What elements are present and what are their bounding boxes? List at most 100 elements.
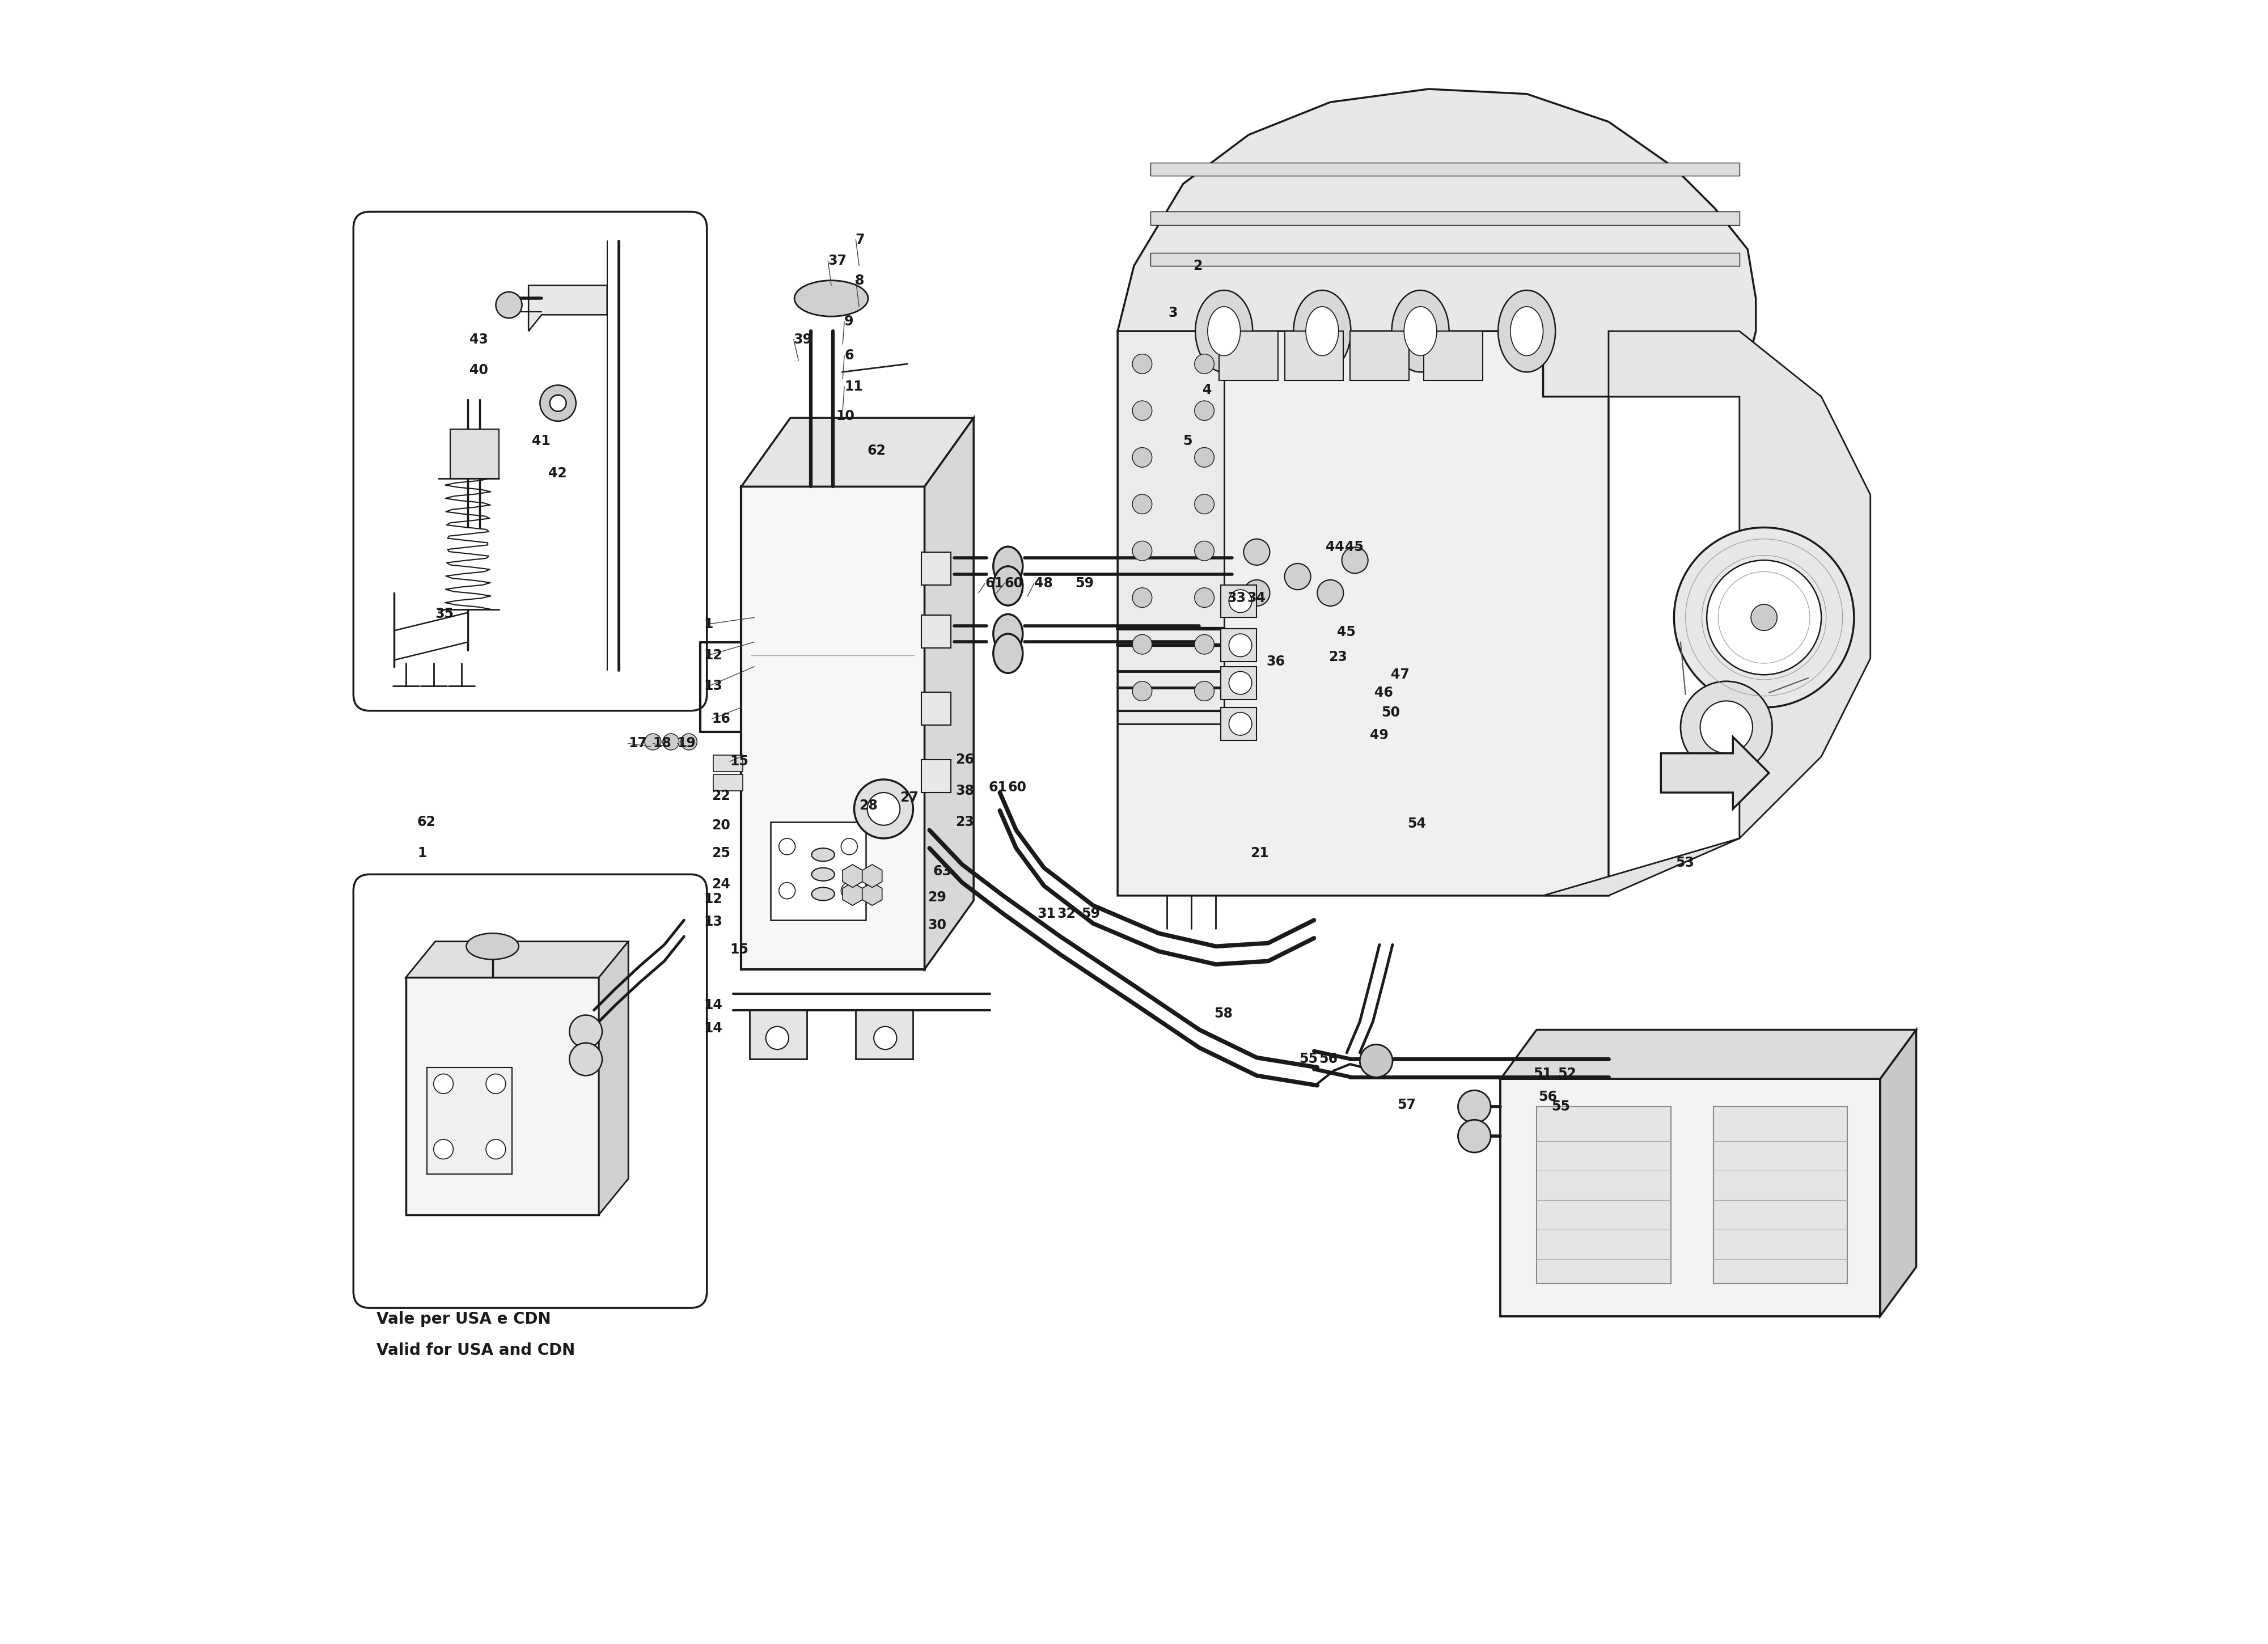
Text: 31: 31 bbox=[1036, 907, 1057, 921]
Text: 54: 54 bbox=[1406, 817, 1427, 830]
Text: Valid for USA and CDN: Valid for USA and CDN bbox=[376, 1343, 574, 1358]
Text: 9: 9 bbox=[844, 314, 853, 329]
Bar bbox=[1220, 630, 1256, 661]
Circle shape bbox=[485, 1074, 506, 1093]
Text: 60: 60 bbox=[1007, 781, 1027, 794]
Text: 21: 21 bbox=[1250, 847, 1268, 860]
Text: 59: 59 bbox=[1082, 907, 1100, 921]
Bar bbox=[714, 774, 744, 791]
Text: 17: 17 bbox=[628, 737, 646, 750]
Ellipse shape bbox=[1510, 307, 1542, 355]
Text: 7: 7 bbox=[855, 233, 864, 247]
Circle shape bbox=[1132, 401, 1152, 421]
Polygon shape bbox=[528, 286, 608, 330]
Text: 1: 1 bbox=[417, 847, 426, 860]
Circle shape bbox=[485, 1139, 506, 1159]
Bar bbox=[1220, 585, 1256, 618]
Text: 12: 12 bbox=[703, 648, 721, 663]
Text: 29: 29 bbox=[928, 891, 946, 904]
Polygon shape bbox=[1542, 330, 1871, 896]
Text: 4: 4 bbox=[1202, 383, 1211, 396]
Circle shape bbox=[1195, 541, 1213, 561]
Ellipse shape bbox=[1195, 291, 1252, 372]
Polygon shape bbox=[855, 1009, 914, 1059]
Ellipse shape bbox=[1207, 307, 1241, 355]
Circle shape bbox=[1229, 590, 1252, 613]
Text: 47: 47 bbox=[1390, 667, 1408, 682]
Ellipse shape bbox=[993, 615, 1023, 653]
Bar bbox=[742, 487, 925, 970]
Circle shape bbox=[680, 733, 696, 750]
Circle shape bbox=[778, 838, 796, 855]
Text: 41: 41 bbox=[531, 434, 551, 447]
Text: 50: 50 bbox=[1381, 705, 1399, 718]
Ellipse shape bbox=[993, 566, 1023, 605]
Polygon shape bbox=[1150, 163, 1740, 176]
Polygon shape bbox=[1660, 737, 1769, 809]
Bar bbox=[921, 692, 950, 725]
Text: 19: 19 bbox=[678, 737, 696, 750]
Text: 2: 2 bbox=[1193, 258, 1202, 273]
Circle shape bbox=[1708, 561, 1821, 674]
Ellipse shape bbox=[1499, 291, 1556, 372]
Bar bbox=[921, 760, 950, 792]
Text: 48: 48 bbox=[1034, 577, 1052, 590]
Text: 45: 45 bbox=[1336, 625, 1356, 640]
Text: 42: 42 bbox=[549, 467, 567, 480]
FancyBboxPatch shape bbox=[354, 212, 708, 710]
Ellipse shape bbox=[812, 888, 835, 901]
Text: 27: 27 bbox=[900, 791, 919, 804]
Ellipse shape bbox=[1293, 291, 1352, 372]
Text: 13: 13 bbox=[703, 679, 721, 694]
Text: 55: 55 bbox=[1551, 1100, 1569, 1113]
Circle shape bbox=[644, 733, 660, 750]
Text: 20: 20 bbox=[712, 819, 730, 832]
Bar bbox=[1501, 1078, 1880, 1317]
Bar bbox=[426, 1067, 513, 1174]
Text: 36: 36 bbox=[1266, 654, 1286, 669]
Circle shape bbox=[1195, 353, 1213, 373]
Text: 24: 24 bbox=[712, 878, 730, 891]
Text: 57: 57 bbox=[1397, 1098, 1415, 1111]
Circle shape bbox=[866, 792, 900, 825]
Text: 44: 44 bbox=[1325, 541, 1345, 554]
Ellipse shape bbox=[812, 848, 835, 861]
Ellipse shape bbox=[812, 868, 835, 881]
Circle shape bbox=[841, 883, 857, 899]
Circle shape bbox=[549, 395, 567, 411]
Polygon shape bbox=[925, 418, 973, 970]
Circle shape bbox=[1681, 681, 1771, 773]
Ellipse shape bbox=[1393, 291, 1449, 372]
Circle shape bbox=[433, 1139, 454, 1159]
Circle shape bbox=[1361, 1044, 1393, 1077]
Circle shape bbox=[1284, 564, 1311, 590]
Text: 49: 49 bbox=[1370, 728, 1388, 741]
Text: 39: 39 bbox=[794, 332, 812, 347]
Bar bbox=[449, 429, 499, 478]
Bar bbox=[406, 978, 599, 1215]
Circle shape bbox=[1195, 495, 1213, 515]
Text: 51: 51 bbox=[1533, 1067, 1551, 1080]
Circle shape bbox=[873, 1026, 896, 1049]
Text: 62: 62 bbox=[417, 815, 435, 829]
Text: 30: 30 bbox=[928, 919, 946, 932]
Circle shape bbox=[1195, 635, 1213, 654]
Text: Vale per USA e CDN: Vale per USA e CDN bbox=[376, 1312, 551, 1327]
Circle shape bbox=[1229, 712, 1252, 735]
Text: 1: 1 bbox=[703, 616, 712, 631]
Text: 8: 8 bbox=[855, 273, 864, 288]
Circle shape bbox=[1229, 635, 1252, 656]
Polygon shape bbox=[1150, 212, 1740, 225]
FancyBboxPatch shape bbox=[354, 875, 708, 1309]
Circle shape bbox=[1674, 528, 1853, 707]
Circle shape bbox=[855, 779, 914, 838]
Polygon shape bbox=[1220, 330, 1277, 380]
Circle shape bbox=[1343, 547, 1368, 574]
Text: 61: 61 bbox=[984, 577, 1005, 590]
Text: 60: 60 bbox=[1005, 577, 1023, 590]
Text: 35: 35 bbox=[435, 607, 454, 621]
Text: 26: 26 bbox=[955, 753, 975, 766]
Circle shape bbox=[1243, 539, 1270, 566]
Circle shape bbox=[1195, 447, 1213, 467]
Circle shape bbox=[1195, 401, 1213, 421]
